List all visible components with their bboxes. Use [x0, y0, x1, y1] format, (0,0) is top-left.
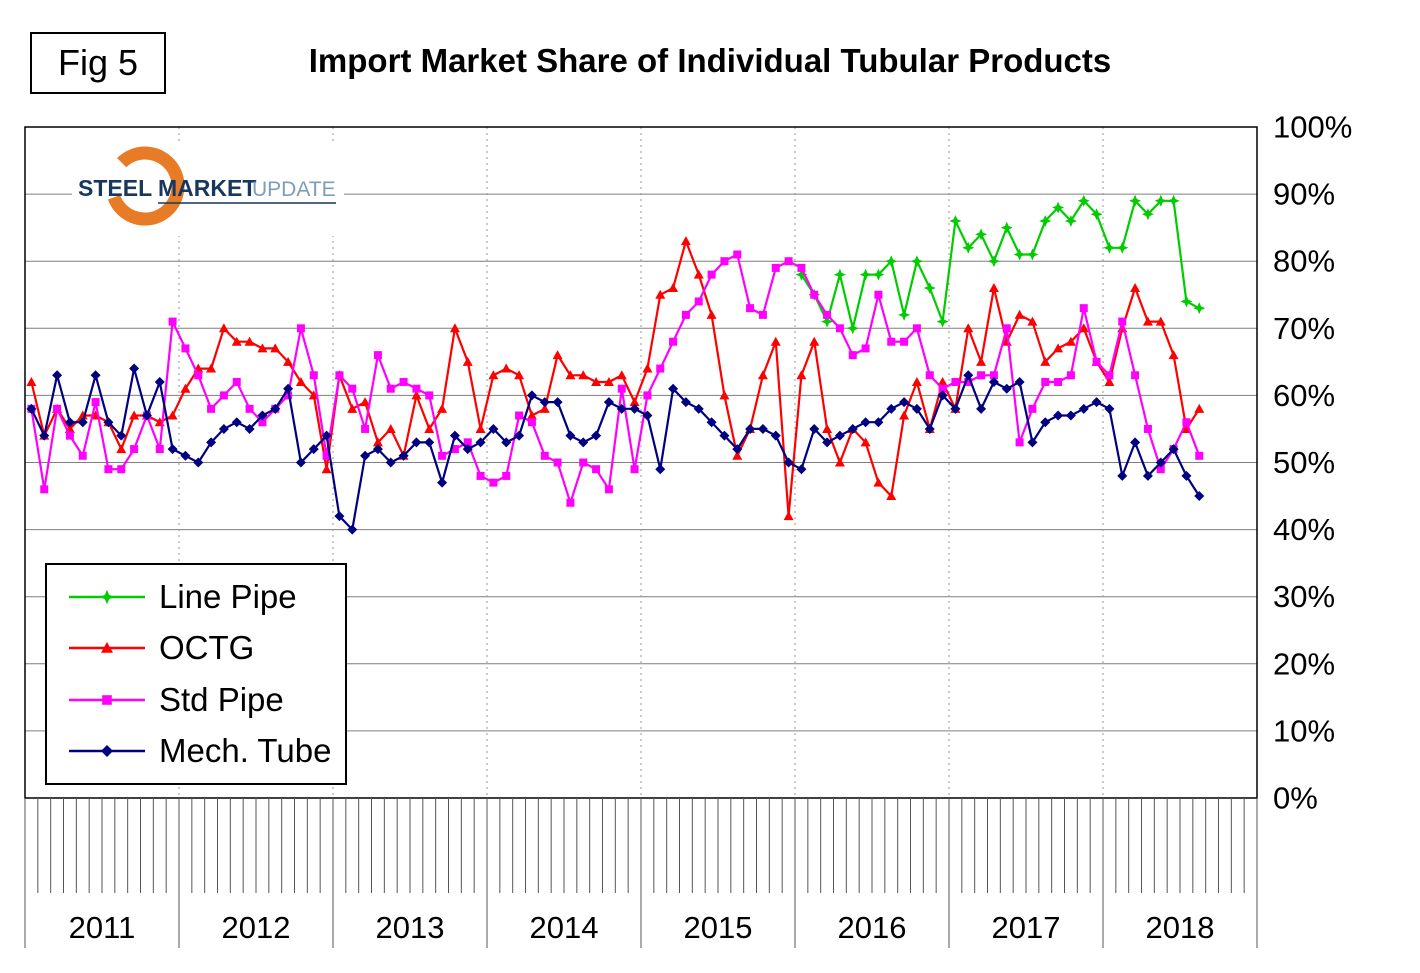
- x-axis-year-label: 2012: [222, 910, 291, 945]
- x-axis-year-label: 2015: [684, 910, 753, 945]
- figure-number-label: Fig 5: [58, 42, 139, 83]
- series-line-pipe: [795, 194, 1206, 335]
- logo-swoosh-icon: [107, 146, 185, 226]
- logo-word-market: MARKET: [158, 175, 256, 201]
- logo-word-update: UPDATE: [252, 178, 336, 201]
- y-axis-label: 10%: [1273, 713, 1335, 748]
- chart-title: Import Market Share of Individual Tubula…: [308, 42, 1112, 79]
- legend-sample-octg-icon: [69, 642, 145, 654]
- legend-sample-mech-tube-icon: [69, 744, 145, 757]
- y-axis-label: 100%: [1273, 110, 1352, 145]
- x-axis-year-label: 2013: [376, 910, 445, 945]
- x-axis-year-label: 2016: [838, 910, 907, 945]
- y-axis-label: 80%: [1273, 244, 1335, 279]
- logo-graphic: STEEL MARKET UPDATE: [78, 146, 336, 226]
- legend-sample-std-pipe-icon: [69, 694, 145, 705]
- legend-item-std-pipe: Std Pipe: [67, 681, 345, 719]
- y-axis-label: 70%: [1273, 311, 1335, 346]
- x-axis-year-label: 2018: [1146, 910, 1215, 945]
- legend-label-octg: OCTG: [159, 629, 255, 667]
- legend-item-octg: OCTG: [67, 629, 345, 667]
- y-axis-label: 50%: [1273, 445, 1335, 480]
- y-axis-label: 40%: [1273, 512, 1335, 547]
- figure-number-box: Fig 5: [30, 32, 167, 94]
- y-axis-label: 20%: [1273, 646, 1335, 681]
- series-mech-tube: [26, 363, 1205, 535]
- legend-label-line-pipe: Line Pipe: [159, 578, 297, 616]
- logo-word-steel: STEEL: [78, 175, 152, 201]
- legend-item-mech-tube: Mech. Tube: [67, 732, 345, 770]
- legend: Line Pipe OCTG Std Pipe Mech. Tube: [45, 563, 347, 785]
- y-axis-label: 0%: [1273, 781, 1318, 816]
- y-axis-label: 30%: [1273, 579, 1335, 614]
- y-axis-label: 90%: [1273, 177, 1335, 212]
- y-axis-label: 60%: [1273, 378, 1335, 413]
- legend-label-mech-tube: Mech. Tube: [159, 731, 332, 769]
- x-axis-ticks: [24, 798, 1258, 948]
- legend-label-std-pipe: Std Pipe: [159, 680, 284, 718]
- series-octg: [26, 236, 1205, 521]
- x-axis-year-label: 2014: [530, 910, 599, 945]
- legend-sample-line-pipe-icon: [69, 589, 145, 605]
- steel-market-update-logo: STEEL MARKET UPDATE: [72, 142, 344, 236]
- legend-item-line-pipe: Line Pipe: [67, 578, 345, 616]
- x-axis-year-label: 2017: [992, 910, 1061, 945]
- x-axis-year-label: 2011: [69, 910, 136, 945]
